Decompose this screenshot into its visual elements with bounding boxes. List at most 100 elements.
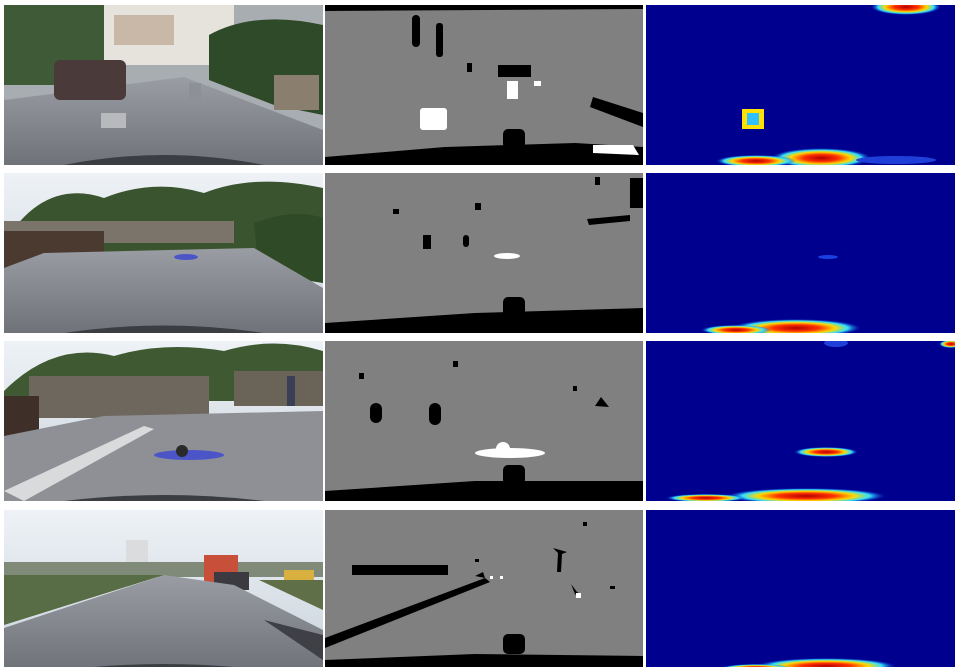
blob [771,148,871,165]
blob [824,341,848,347]
blob [701,325,771,333]
region [370,403,382,423]
region [325,5,643,165]
region [467,63,472,72]
shape [64,155,264,165]
region [490,576,493,579]
region [274,75,319,110]
shape [259,580,323,610]
shape [4,575,323,667]
region [54,60,126,100]
blob [722,664,790,667]
region [583,522,587,526]
region [573,386,577,391]
region [429,403,441,425]
shape [4,575,164,625]
region [747,113,759,125]
region [503,129,525,149]
shape [64,495,264,501]
region [352,565,448,575]
shape [587,215,630,225]
region [503,297,525,317]
region [325,173,643,333]
shape [553,548,567,572]
heatmap-2 [646,173,955,333]
region [114,15,174,45]
blob [871,5,941,15]
region [287,376,295,406]
region [475,559,479,562]
region [234,371,323,406]
heatmap-4 [646,510,955,667]
region [420,108,447,130]
region [393,209,399,214]
shape [64,325,264,333]
region [101,113,126,128]
blob [756,658,896,667]
shape [593,145,639,155]
region [630,178,643,208]
region [325,510,643,667]
blob [794,447,858,457]
region [595,177,600,185]
shape [325,143,643,165]
region [534,81,541,86]
region [646,5,955,165]
region [576,593,581,598]
photo-3 [4,341,323,501]
region [412,15,420,47]
region [646,341,955,501]
blob [939,341,955,348]
blob [818,255,838,259]
blob [176,445,188,457]
region [4,562,323,577]
region [436,23,443,57]
segmentation-2 [325,173,643,333]
shape [325,5,643,11]
segmentation-1 [325,5,643,165]
region [453,361,458,367]
region [475,203,481,210]
shape [475,572,485,578]
shape [4,248,323,333]
region [610,586,615,589]
blob [726,488,886,501]
region [423,235,431,249]
region [463,235,469,247]
photo-4 [4,510,323,667]
segmentation-4 [325,510,643,667]
shape [264,620,323,660]
heatmap-3 [646,341,955,501]
shape [590,97,643,127]
shape [4,426,154,501]
region [29,376,209,418]
blob [174,254,198,260]
region [189,83,201,101]
region [507,81,518,99]
region [498,65,531,77]
blob [475,448,545,458]
blob [154,450,224,460]
region [4,396,39,436]
blob [856,156,936,164]
region [284,570,314,580]
blob [666,494,746,501]
segmentation-3 [325,341,643,501]
region [359,373,364,379]
photo-1 [4,5,323,165]
heatmap-1 [646,5,955,165]
shape [325,654,643,667]
region [503,465,525,485]
region [646,510,955,667]
shape [93,664,235,667]
blob [494,253,520,259]
blob [496,442,510,456]
shape [325,481,643,501]
region [500,576,503,579]
region [646,173,955,333]
shape [325,578,490,648]
photo-2 [4,173,323,333]
shape [595,397,609,407]
